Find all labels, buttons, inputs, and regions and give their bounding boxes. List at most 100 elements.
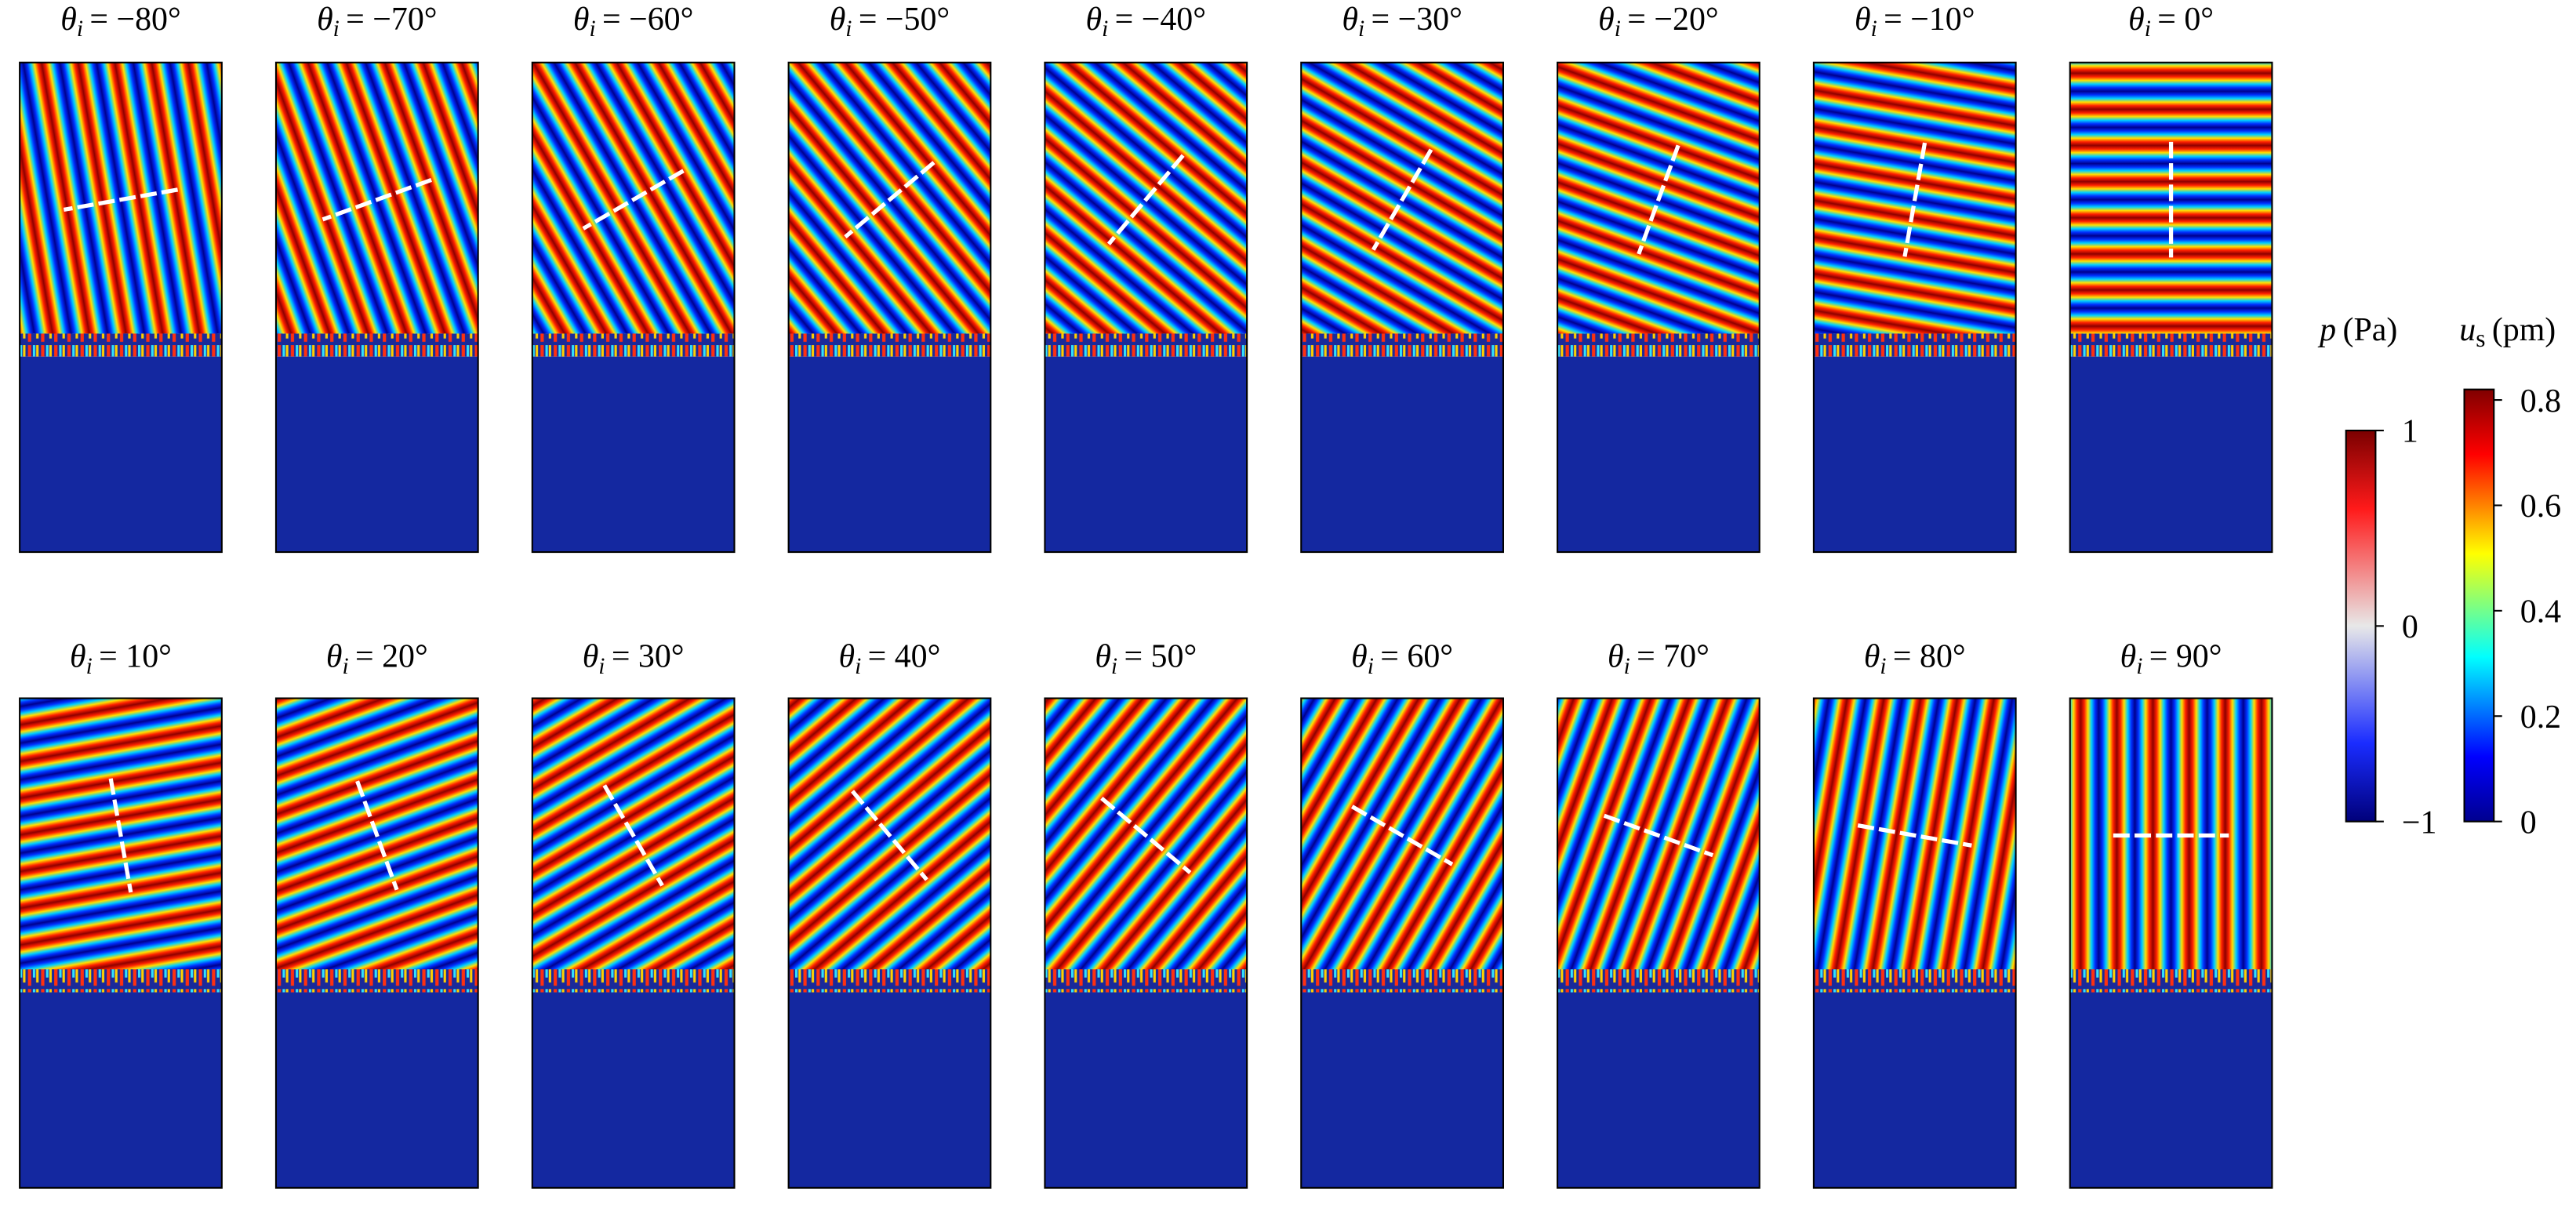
panel-title: θi = −80° [60, 2, 180, 42]
angle-value: = 20° [355, 639, 428, 675]
angle-value: = −30° [1371, 2, 1462, 38]
angle-value: = 10° [99, 639, 172, 675]
angle-subscript: i [333, 16, 340, 42]
angle-value: = −10° [1884, 2, 1975, 38]
angle-subscript: i [845, 16, 852, 42]
metasurface [1557, 969, 1760, 993]
angle-symbol: θ [839, 639, 856, 675]
colorbar-unit: (Pa) [2343, 312, 2398, 348]
wave-arrow [355, 780, 399, 891]
colorbar-title: p (Pa) [2317, 312, 2397, 348]
angle-symbol: θ [1342, 2, 1358, 38]
metasurface [788, 969, 991, 993]
wave-arrow [1902, 142, 1927, 257]
angle-symbol: θ [583, 639, 599, 675]
panel [531, 61, 736, 554]
wave-arrow [1350, 805, 1454, 866]
panel-frame [2069, 697, 2273, 1189]
panel-frame [274, 61, 479, 554]
wave-arrow [582, 169, 685, 231]
panel-frame [274, 697, 479, 1189]
panel [787, 697, 992, 1189]
metasurface [1813, 969, 2016, 993]
angle-value: = 60° [1380, 639, 1453, 675]
solid-region [1045, 992, 1248, 1188]
angle-subscript: i [1880, 654, 1886, 679]
wave-arrow [63, 187, 179, 213]
angle-value: = 30° [612, 639, 685, 675]
solid-region [788, 992, 991, 1188]
solid-region [1813, 992, 2016, 1188]
colorbar-tick-label: 0.8 [2520, 383, 2561, 420]
angle-subscript: i [86, 654, 93, 679]
angle-subscript: i [2136, 654, 2142, 679]
metasurface [532, 333, 735, 357]
angle-value: = 40° [868, 639, 941, 675]
panel-title: θi = 30° [583, 639, 685, 679]
angle-value: = −40° [1115, 2, 1206, 38]
metasurface [20, 969, 222, 993]
solid-region [1045, 356, 1248, 553]
metasurface [20, 333, 222, 357]
metasurface [1301, 333, 1503, 357]
colorbar [2345, 429, 2377, 823]
colorbar-title: us (pm) [2459, 312, 2556, 352]
wave-arrow [1100, 797, 1192, 874]
angle-value: = 70° [1637, 639, 1709, 675]
angle-value: = 50° [1124, 639, 1197, 675]
panel-title: θi = −40° [1086, 2, 1206, 42]
solid-region [275, 992, 478, 1188]
angle-subscript: i [1871, 16, 1877, 42]
angle-value: = −60° [602, 2, 693, 38]
angle-value: = −70° [346, 2, 437, 38]
solid-region [1557, 992, 1760, 1188]
panel [531, 697, 736, 1189]
wave-arrow [1857, 823, 1972, 848]
panel-title: θi = −10° [1855, 2, 1975, 42]
angle-value: = 80° [1893, 639, 1966, 675]
solid-region [1301, 356, 1503, 553]
panel-title: θi = 80° [1864, 639, 1966, 679]
metasurface [1557, 333, 1760, 357]
panel-title: θi = −30° [1342, 2, 1462, 42]
metasurface [275, 333, 478, 357]
panel [1557, 61, 1760, 554]
colorbar-symbol: u [2459, 312, 2476, 348]
panel-title: θi = 60° [1351, 639, 1453, 679]
metasurface [2069, 969, 2273, 993]
panel [1300, 697, 1504, 1189]
angle-value: = −50° [859, 2, 950, 38]
panel-frame [19, 61, 223, 554]
angle-subscript: i [1368, 654, 1374, 679]
panel-title: θi = −20° [1598, 2, 1718, 42]
angle-subscript: i [1358, 16, 1364, 42]
angle-symbol: θ [70, 639, 86, 675]
angle-symbol: θ [1351, 639, 1368, 675]
panel-frame [1557, 697, 1760, 1189]
angle-subscript: i [1624, 654, 1630, 679]
panel [1812, 61, 2017, 554]
panel-title: θi = 50° [1095, 639, 1197, 679]
panel-frame [531, 697, 736, 1189]
angle-value: = −80° [89, 2, 180, 38]
metasurface [2069, 333, 2273, 357]
solid-region [20, 992, 222, 1188]
angle-symbol: θ [1864, 639, 1880, 675]
panel-title: θi = −50° [830, 2, 950, 42]
panel [2069, 61, 2273, 554]
solid-region [532, 356, 735, 553]
panel [787, 61, 992, 554]
panel [1044, 697, 1248, 1189]
panel-title: θi = 10° [70, 639, 172, 679]
metasurface [1045, 333, 1248, 357]
angle-subscript: i [855, 654, 861, 679]
metasurface [1813, 333, 2016, 357]
angle-subscript: i [598, 654, 605, 679]
panel [2069, 697, 2273, 1189]
colorbar-tick-label: −1 [2402, 805, 2437, 841]
metasurface [532, 969, 735, 993]
solid-region [788, 356, 991, 553]
colorbar-tick-label: 1 [2402, 414, 2418, 450]
colorbar-tick-label: 0 [2402, 609, 2418, 645]
